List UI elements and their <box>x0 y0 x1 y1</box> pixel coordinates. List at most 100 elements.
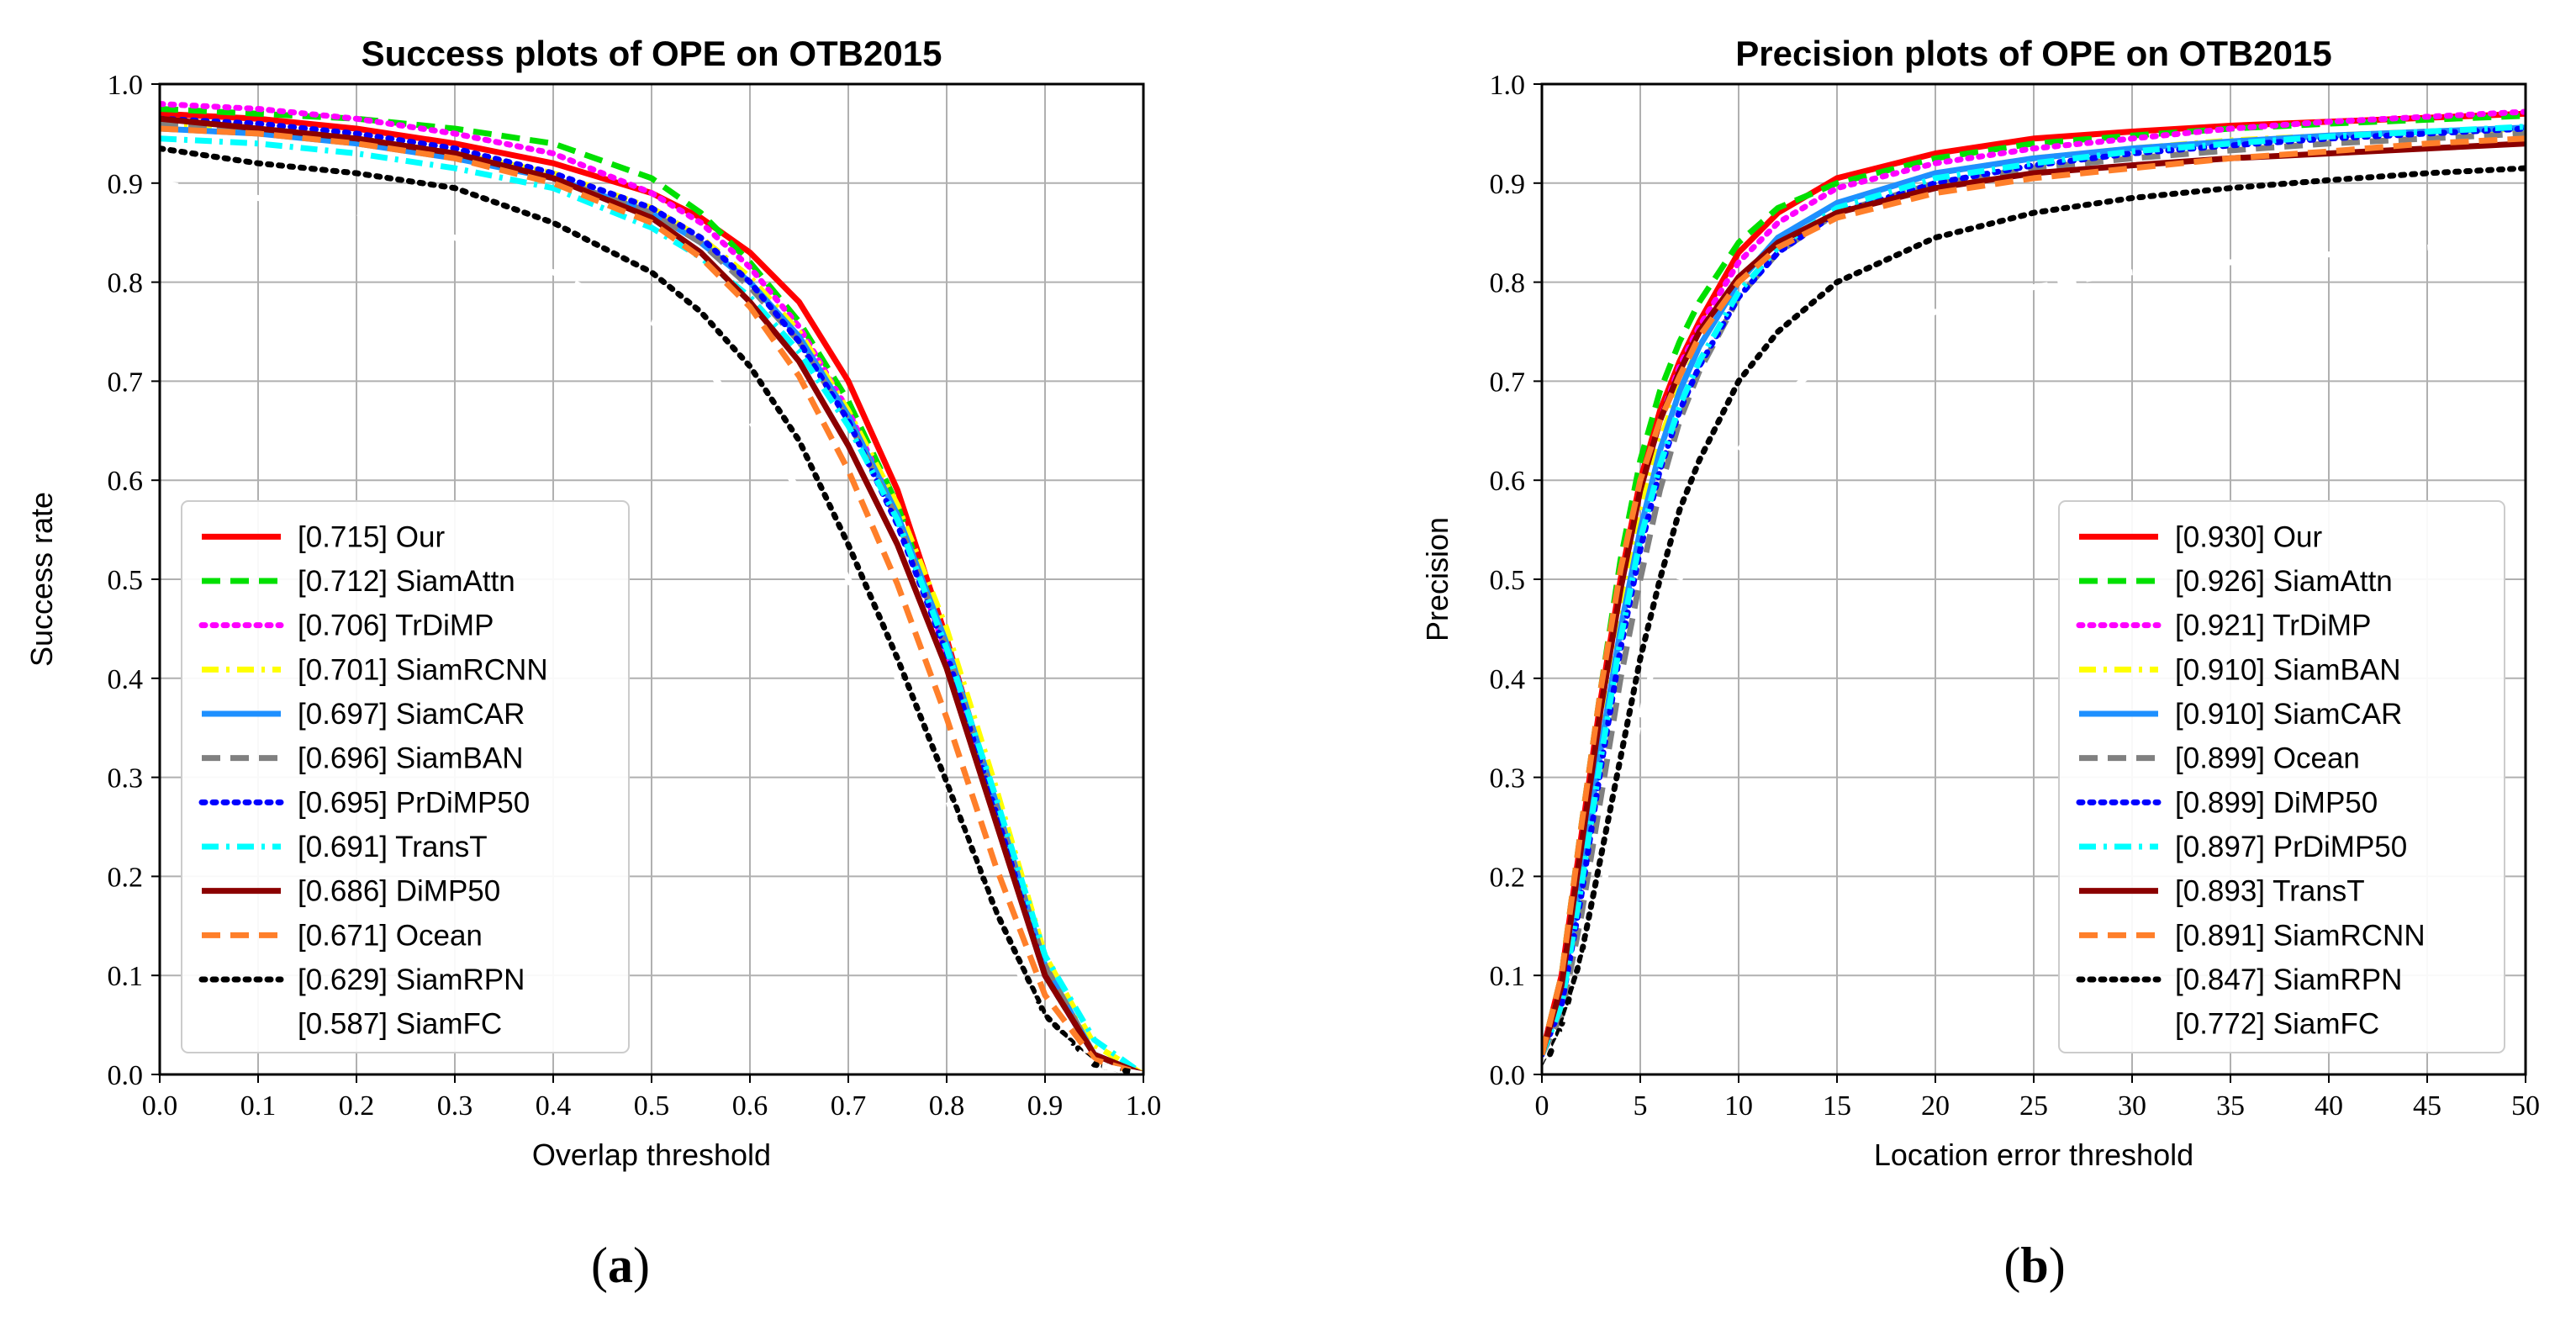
series-group <box>160 101 1143 1074</box>
series-line-3 <box>160 120 1143 1074</box>
series-line-8 <box>160 115 1143 1074</box>
legend-entry-5: [0.696] SiamBAN <box>298 742 523 775</box>
y-tick-label: 0.4 <box>108 664 144 695</box>
legend-entry-8: [0.893] TransT <box>2175 875 2365 908</box>
legend-entry-8: [0.686] DiMP50 <box>298 875 500 908</box>
chart-title: Success plots of OPE on OTB2015 <box>362 34 942 73</box>
subfigure-label-part: ( <box>2003 1238 2020 1293</box>
subfigure-label: (a) <box>591 1238 650 1293</box>
series-group <box>1542 108 2526 1074</box>
legend-entry-9: [0.891] SiamRCNN <box>2175 919 2426 952</box>
x-tick-label: 45 <box>2413 1090 2441 1122</box>
series-line-7 <box>160 135 1143 1074</box>
y-tick-label: 0.0 <box>108 1060 144 1091</box>
x-tick-label: 0.8 <box>929 1090 965 1122</box>
legend-entry-4: [0.910] SiamCAR <box>2175 698 2402 731</box>
y-tick-label: 0.3 <box>1490 763 1526 794</box>
legend-entry-1: [0.712] SiamAttn <box>298 565 515 598</box>
legend-entry-10: [0.847] SiamRPN <box>2175 963 2402 996</box>
subfigure-label-part: b <box>2020 1238 2048 1293</box>
x-tick-label: 0.5 <box>634 1090 670 1122</box>
y-tick-label: 0.7 <box>1490 367 1526 398</box>
y-axis-label: Success rate <box>24 492 59 667</box>
series-line-11 <box>1542 240 2526 1074</box>
x-tick-label: 0.2 <box>339 1090 375 1122</box>
x-axis-label: Overlap threshold <box>532 1138 771 1172</box>
x-tick-label: 0.9 <box>1027 1090 1064 1122</box>
legend-entry-2: [0.921] TrDiMP <box>2175 610 2371 642</box>
y-tick-label: 0.4 <box>1490 664 1526 695</box>
y-tick-label: 0.1 <box>1490 961 1526 992</box>
legend-entry-6: [0.695] PrDiMP50 <box>298 786 530 819</box>
legend-entry-5: [0.899] Ocean <box>2175 742 2360 775</box>
x-tick-label: 30 <box>2118 1090 2146 1122</box>
x-tick-label: 0 <box>1535 1090 1549 1122</box>
x-tick-label: 0.1 <box>240 1090 277 1122</box>
x-tick-label: 10 <box>1724 1090 1753 1122</box>
y-tick-label: 0.2 <box>108 862 144 893</box>
x-tick-label: 0.7 <box>831 1090 867 1122</box>
legend-box <box>181 500 630 1053</box>
ticks: 0.0 0.1 0.2 0.3 0.4 0.5 0.6 0.7 0.8 0.9 1.0 0.0 0.1 0… <box>108 70 1162 1122</box>
legend: [0.930] Our [0.926] SiamAttn [0.921] TrDiM… <box>2058 500 2505 1053</box>
chart-title: Precision plots of OPE on OTB2015 <box>1735 34 2332 73</box>
subfigure-label-part: ) <box>2049 1238 2066 1293</box>
y-tick-label: 0.8 <box>108 268 144 299</box>
y-tick-label: 0.9 <box>108 169 144 200</box>
y-tick-label: 1.0 <box>1490 70 1526 101</box>
x-axis-label: Location error threshold <box>1874 1138 2193 1172</box>
x-tick-label: 0.4 <box>536 1090 572 1122</box>
y-tick-label: 0.9 <box>1490 169 1526 200</box>
legend-entry-3: [0.910] SiamBAN <box>2175 653 2400 686</box>
precision-plot-chart: Precision plots of OPE on OTB2015 0 5 10 15 2… <box>1420 34 2540 1293</box>
y-tick-label: 0.5 <box>1490 565 1526 596</box>
subfigure-label-part: ( <box>591 1238 608 1293</box>
legend-entry-6: [0.899] DiMP50 <box>2175 786 2378 819</box>
legend-entry-4: [0.697] SiamCAR <box>298 698 525 731</box>
y-tick-label: 0.0 <box>1490 1060 1526 1091</box>
x-tick-label: 20 <box>1921 1090 1950 1122</box>
y-tick-label: 1.0 <box>108 70 144 101</box>
legend-entry-0: [0.715] Our <box>298 520 445 553</box>
legend-entry-11: [0.587] SiamFC <box>298 1008 502 1041</box>
legend-entry-7: [0.897] PrDiMP50 <box>2175 831 2407 863</box>
legend-entry-11: [0.772] SiamFC <box>2175 1008 2379 1041</box>
series-line-9 <box>160 125 1143 1074</box>
y-tick-label: 0.3 <box>108 763 144 794</box>
legend-entry-2: [0.706] TrDiMP <box>298 610 494 642</box>
x-tick-label: 1.0 <box>1126 1090 1162 1122</box>
x-tick-label: 5 <box>1634 1090 1648 1122</box>
y-tick-label: 0.1 <box>108 961 144 992</box>
y-tick-label: 0.6 <box>108 466 144 497</box>
legend-box <box>2058 500 2505 1053</box>
x-tick-label: 15 <box>1823 1090 1851 1122</box>
legend: [0.715] Our [0.712] SiamAttn [0.706] TrDiM… <box>181 500 630 1053</box>
series-line-10 <box>160 145 1143 1074</box>
series-line-11 <box>160 180 1143 1074</box>
legend-entry-0: [0.930] Our <box>2175 520 2322 553</box>
y-axis-label: Precision <box>1420 517 1454 641</box>
y-tick-label: 0.7 <box>108 367 144 398</box>
y-tick-label: 0.5 <box>108 565 144 596</box>
x-tick-label: 50 <box>2511 1090 2540 1122</box>
success-plot-chart: Success plots of OPE on OTB2015 0.0 0.1 0.2… <box>24 34 1161 1293</box>
x-tick-label: 35 <box>2216 1090 2245 1122</box>
subfigure-label-part: ) <box>633 1238 650 1293</box>
legend-entry-9: [0.671] Ocean <box>298 919 483 952</box>
series-line-7 <box>1542 124 2526 1056</box>
legend-entry-7: [0.691] TransT <box>298 831 488 863</box>
y-tick-label: 0.8 <box>1490 268 1526 299</box>
legend-entry-1: [0.926] SiamAttn <box>2175 565 2393 598</box>
ticks: 0 5 10 15 20 25 30 35 40 45 50 0.0 0.1 0.2 0.3 0.4 0.5 0.… <box>1490 70 2541 1122</box>
subfigure-label-part: a <box>608 1238 633 1293</box>
x-tick-label: 40 <box>2315 1090 2343 1122</box>
legend-entry-3: [0.701] SiamRCNN <box>298 653 548 686</box>
x-tick-label: 0.3 <box>437 1090 473 1122</box>
x-tick-label: 0.0 <box>142 1090 178 1122</box>
x-tick-label: 0.6 <box>732 1090 768 1122</box>
series-line-10 <box>1542 165 2526 1074</box>
series-line-9 <box>1542 135 2526 1056</box>
x-tick-label: 25 <box>2019 1090 2048 1122</box>
subfigure-label: (b) <box>2003 1238 2065 1293</box>
